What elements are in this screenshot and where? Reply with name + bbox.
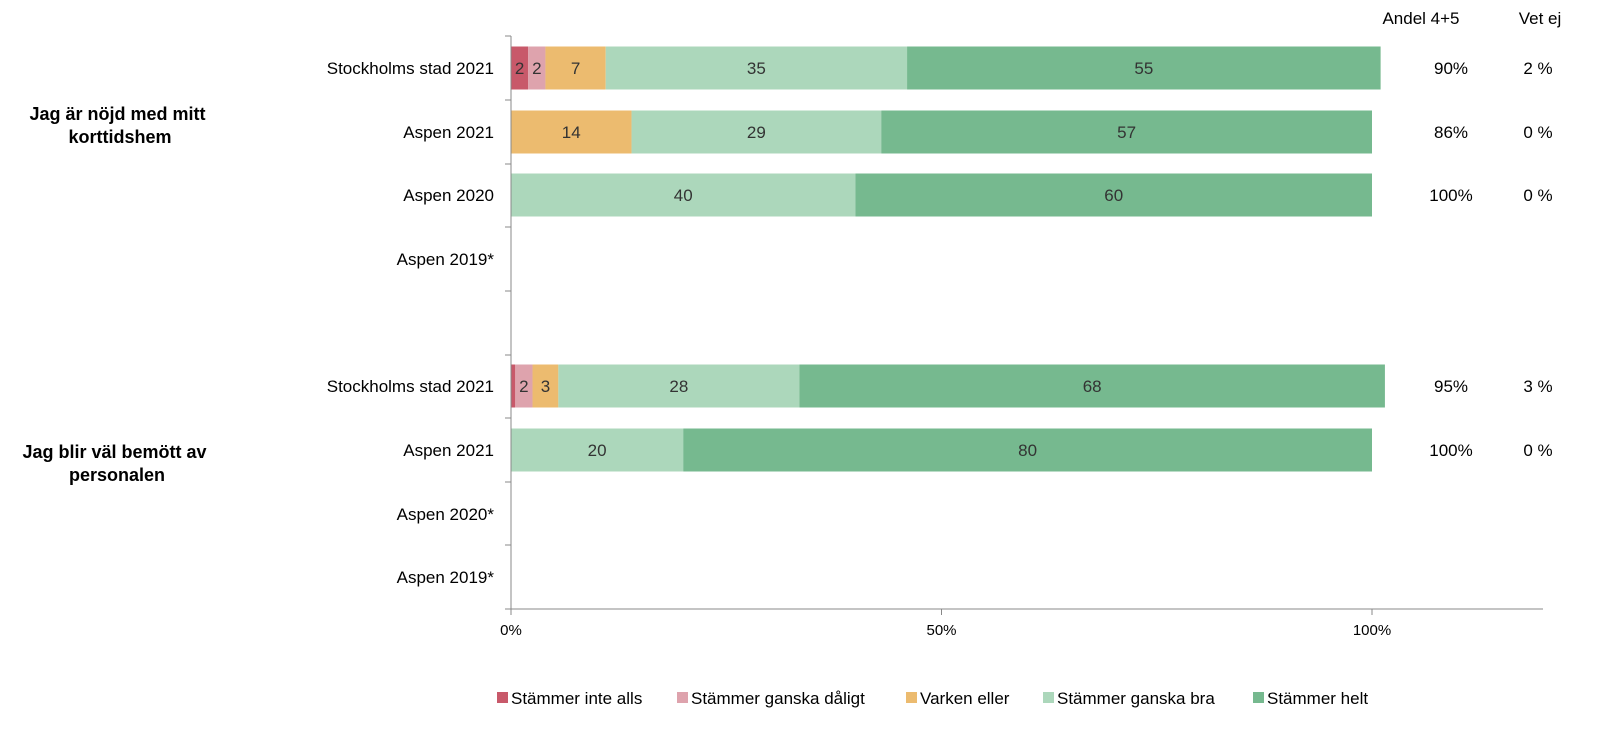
row-label: Aspen 2021 — [403, 123, 494, 142]
x-tick-label: 50% — [926, 622, 956, 639]
bar-segment — [605, 46, 908, 90]
bar-segment — [799, 364, 1385, 408]
data-label: 28 — [669, 377, 688, 396]
row-label: Aspen 2019* — [397, 568, 495, 587]
data-label: 35 — [747, 59, 766, 78]
bar-segment — [683, 428, 1372, 472]
bar-segment — [907, 46, 1381, 90]
data-label: 14 — [562, 123, 581, 142]
data-label: 40 — [674, 186, 693, 205]
legend-swatch — [497, 692, 508, 703]
data-label: 20 — [588, 441, 607, 460]
bar-segment — [631, 110, 882, 154]
bar-segment — [855, 173, 1372, 217]
legend-swatch — [1043, 692, 1054, 703]
row-label: Aspen 2021 — [403, 441, 494, 460]
legend-label: Stämmer helt — [1267, 689, 1368, 708]
bar-segment — [511, 46, 529, 90]
header-vet-ej: Vet ej — [1519, 9, 1562, 28]
legend-label: Stämmer inte alls — [511, 689, 642, 708]
legend-swatch — [906, 692, 917, 703]
andel-value: 100% — [1429, 441, 1472, 460]
bar-segment — [558, 364, 800, 408]
row-label: Stockholms stad 2021 — [327, 59, 494, 78]
andel-value: 100% — [1429, 186, 1472, 205]
group-label-2: Jag blir väl bemött av personalen — [22, 442, 211, 485]
bar-segment — [528, 46, 546, 90]
vet-ej-value: 3 % — [1523, 377, 1552, 396]
bars-layer: Stockholms stad 2021 2 2 7 35 55 90% 2 %Aspen 2… — [327, 46, 1553, 587]
x-tick-label: 0% — [500, 622, 522, 639]
andel-value: 95% — [1434, 377, 1468, 396]
data-label: 80 — [1018, 441, 1037, 460]
legend-swatch — [677, 692, 688, 703]
legend-label: Varken eller — [920, 689, 1010, 708]
data-label: 60 — [1104, 186, 1123, 205]
data-label: 2 — [519, 377, 528, 396]
row-label: Stockholms stad 2021 — [327, 377, 494, 396]
data-label: 29 — [747, 123, 766, 142]
data-label: 3 — [541, 377, 550, 396]
x-tick-label: 100% — [1353, 622, 1391, 639]
data-label: 57 — [1117, 123, 1136, 142]
vet-ej-value: 0 % — [1523, 186, 1552, 205]
header-andel: Andel 4+5 — [1382, 9, 1459, 28]
bar-segment — [511, 110, 632, 154]
bar-segment — [545, 46, 606, 90]
vet-ej-value: 0 % — [1523, 441, 1552, 460]
row-label: Aspen 2019* — [397, 250, 495, 269]
legend: Stämmer inte alls Stämmer ganska dåligt Va… — [497, 689, 1368, 708]
bar-segment — [515, 364, 533, 408]
andel-value: 86% — [1434, 123, 1468, 142]
bar-segment — [511, 428, 684, 472]
bar-segment — [881, 110, 1372, 154]
bar-segment — [511, 173, 856, 217]
data-label: 7 — [571, 59, 580, 78]
axes-layer: 0% 50% 100% — [500, 35, 1543, 639]
legend-label: Stämmer ganska bra — [1057, 689, 1215, 708]
data-label: 2 — [532, 59, 541, 78]
row-label: Aspen 2020* — [397, 505, 495, 524]
group-label-1: Jag är nöjd med mitt korttidshem — [29, 104, 210, 147]
bar-segment — [532, 364, 559, 408]
data-label: 68 — [1083, 377, 1102, 396]
row-label: Aspen 2020 — [403, 186, 494, 205]
legend-label: Stämmer ganska dåligt — [691, 689, 865, 708]
data-label: 55 — [1134, 59, 1153, 78]
legend-swatch — [1253, 692, 1264, 703]
andel-value: 90% — [1434, 59, 1468, 78]
bar-segment — [511, 364, 516, 408]
vet-ej-value: 0 % — [1523, 123, 1552, 142]
vet-ej-value: 2 % — [1523, 59, 1552, 78]
data-label: 2 — [515, 59, 524, 78]
